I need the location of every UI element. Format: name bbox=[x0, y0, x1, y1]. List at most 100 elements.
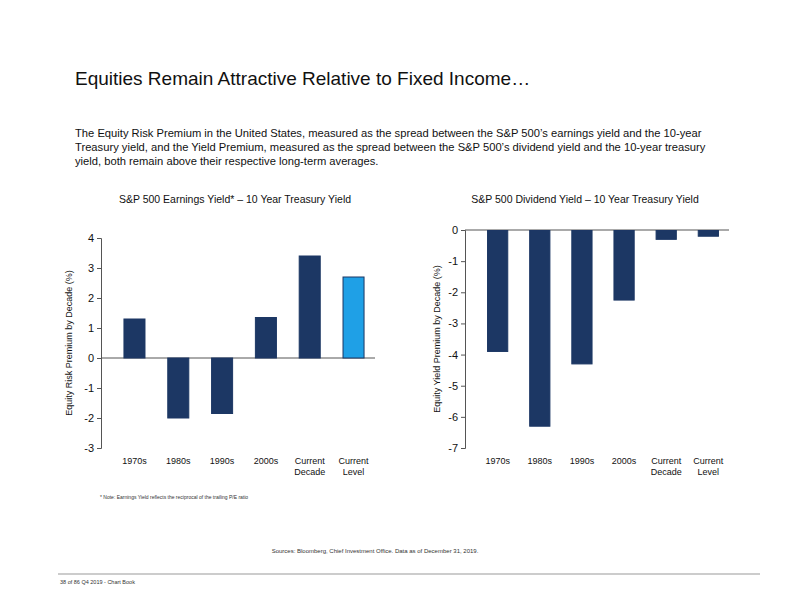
chart: S&P 500 Dividend Yield – 10 Year Treasur… bbox=[432, 193, 729, 477]
y-tick: -3 bbox=[448, 317, 465, 329]
y-tick-label: -1 bbox=[84, 382, 94, 394]
x-tick: 1980s bbox=[528, 456, 553, 466]
sources: Sources: Bloomberg, Chief Investment Off… bbox=[272, 548, 479, 554]
y-tick-mark bbox=[97, 418, 101, 419]
y-tick: 2 bbox=[88, 292, 101, 304]
y-tick-label: 1 bbox=[88, 322, 94, 334]
x-tick: 1990s bbox=[210, 456, 235, 466]
x-tick-label-line: Current bbox=[693, 456, 724, 466]
x-tick: CurrentLevel bbox=[339, 456, 370, 477]
x-tick-label: 1990s bbox=[570, 456, 595, 466]
x-tick-label: 1970s bbox=[122, 456, 147, 466]
footer: 38 of 86 Q4 2019 - Chart Book bbox=[60, 579, 135, 585]
bar bbox=[614, 230, 634, 300]
y-tick: -3 bbox=[84, 442, 101, 454]
y-tick-mark bbox=[461, 448, 465, 449]
x-tick: 2000s bbox=[612, 456, 637, 466]
bar bbox=[656, 230, 676, 239]
y-tick-mark bbox=[461, 386, 465, 387]
y-tick: 1 bbox=[88, 322, 101, 334]
x-axis: 1970s1980s1990s2000sCurrentDecadeCurrent… bbox=[122, 456, 369, 477]
y-tick: -2 bbox=[448, 286, 465, 298]
y-axis-title: Equity Risk Premium by Decade (%) bbox=[64, 270, 74, 416]
y-tick-label: -5 bbox=[448, 380, 458, 392]
x-tick-label-line: Decade bbox=[651, 467, 682, 477]
y-tick-label: 0 bbox=[452, 224, 458, 236]
x-tick: CurrentLevel bbox=[693, 456, 724, 477]
page-title: Equities Remain Attractive Relative to F… bbox=[75, 68, 530, 89]
x-tick-label: 1980s bbox=[166, 456, 191, 466]
x-tick: 1990s bbox=[570, 456, 595, 466]
y-axis-line bbox=[97, 239, 102, 449]
y-tick: -7 bbox=[448, 442, 465, 454]
y-tick-label: -6 bbox=[448, 411, 458, 423]
y-axis-line bbox=[461, 231, 466, 449]
footer-rule bbox=[58, 574, 760, 575]
x-tick-label-line: Decade bbox=[294, 467, 325, 477]
x-tick: CurrentDecade bbox=[651, 456, 682, 477]
x-tick-label-line: Level bbox=[698, 467, 720, 477]
y-tick-mark bbox=[461, 355, 465, 356]
y-tick: -6 bbox=[448, 411, 465, 423]
bar bbox=[299, 256, 320, 358]
y-tick-label: 4 bbox=[88, 232, 94, 244]
y-tick-label: -2 bbox=[84, 412, 94, 424]
page-canvas: Equities Remain Attractive Relative to F… bbox=[0, 0, 792, 612]
bar bbox=[530, 230, 550, 426]
y-tick: 0 bbox=[88, 352, 101, 364]
x-tick: 1970s bbox=[122, 456, 147, 466]
note: * Note: Earnings Yield reflects the reci… bbox=[100, 494, 248, 500]
bar bbox=[488, 230, 508, 351]
y-tick-mark bbox=[461, 417, 465, 418]
y-tick-mark bbox=[461, 261, 465, 262]
y-tick-label: -1 bbox=[448, 255, 458, 267]
x-tick-label-line: Current bbox=[339, 456, 370, 466]
y-tick-mark bbox=[97, 298, 101, 299]
y-tick-mark bbox=[97, 328, 101, 329]
x-tick-label: 1990s bbox=[210, 456, 235, 466]
bar bbox=[343, 277, 364, 358]
description: The Equity Risk Premium in the United St… bbox=[75, 126, 725, 168]
x-tick: 2000s bbox=[254, 456, 279, 466]
chart-title: S&P 500 Dividend Yield – 10 Year Treasur… bbox=[471, 193, 699, 205]
x-tick-label: 2000s bbox=[254, 456, 279, 466]
y-tick-mark bbox=[461, 323, 465, 324]
y-tick-mark bbox=[461, 292, 465, 293]
x-axis: 1970s1980s1990s2000sCurrentDecadeCurrent… bbox=[485, 456, 723, 477]
y-tick: -4 bbox=[448, 349, 465, 361]
x-tick-label: CurrentDecade bbox=[294, 456, 325, 477]
bar bbox=[698, 230, 718, 236]
y-tick-mark bbox=[97, 358, 101, 359]
x-tick-label: CurrentDecade bbox=[651, 456, 682, 477]
x-tick-label-line: Current bbox=[651, 456, 682, 466]
y-tick: 0 bbox=[452, 224, 465, 236]
y-tick: -2 bbox=[84, 412, 101, 424]
y-tick-label: -3 bbox=[84, 442, 94, 454]
y-tick: 4 bbox=[88, 232, 101, 244]
x-tick: 1980s bbox=[166, 456, 191, 466]
y-tick-mark bbox=[461, 230, 465, 231]
x-tick-label: 1980s bbox=[528, 456, 553, 466]
x-tick: 1970s bbox=[485, 456, 510, 466]
y-tick: -1 bbox=[448, 255, 465, 267]
y-axis: -3 -2 -1 0 1 2 3 4 bbox=[84, 232, 101, 454]
y-tick-mark bbox=[97, 388, 101, 389]
y-tick: -5 bbox=[448, 380, 465, 392]
y-tick-label: -4 bbox=[448, 349, 458, 361]
y-tick: 3 bbox=[88, 262, 101, 274]
bars bbox=[124, 256, 364, 418]
y-tick-mark bbox=[97, 448, 101, 449]
y-tick-label: -7 bbox=[448, 442, 458, 454]
bar bbox=[168, 358, 189, 418]
y-tick-mark bbox=[97, 268, 101, 269]
y-axis-title: Equity Yield Premium by Decade (%) bbox=[432, 265, 442, 413]
bar bbox=[124, 319, 145, 358]
chart: S&P 500 Earnings Yield* – 10 Year Treasu… bbox=[64, 193, 375, 477]
x-tick: CurrentDecade bbox=[294, 456, 325, 477]
y-tick-label: -2 bbox=[448, 286, 458, 298]
x-tick-label: 2000s bbox=[612, 456, 637, 466]
chart-title: S&P 500 Earnings Yield* – 10 Year Treasu… bbox=[119, 193, 351, 205]
bars bbox=[488, 230, 719, 426]
bar bbox=[572, 230, 592, 364]
y-tick-mark bbox=[97, 238, 101, 239]
